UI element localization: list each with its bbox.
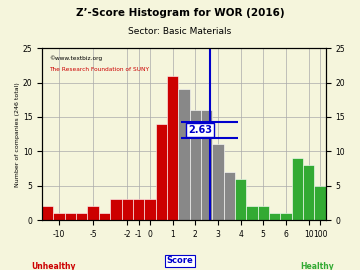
Bar	[303, 165, 314, 220]
Y-axis label: Number of companies (246 total): Number of companies (246 total)	[15, 82, 20, 187]
Text: Score: Score	[167, 256, 193, 265]
Bar	[110, 200, 122, 220]
Bar	[258, 206, 269, 220]
Bar	[167, 76, 178, 220]
Bar	[42, 206, 54, 220]
Bar	[292, 158, 303, 220]
Text: 2.63: 2.63	[188, 125, 212, 135]
Bar	[144, 200, 156, 220]
Bar	[269, 213, 280, 220]
Bar	[133, 200, 144, 220]
Text: Unhealthy: Unhealthy	[32, 262, 76, 270]
Bar	[212, 144, 224, 220]
Bar	[235, 179, 246, 220]
Text: Healthy: Healthy	[300, 262, 334, 270]
Bar	[246, 206, 258, 220]
Bar	[156, 124, 167, 220]
Text: Sector: Basic Materials: Sector: Basic Materials	[129, 27, 231, 36]
Bar	[224, 172, 235, 220]
Bar	[87, 206, 99, 220]
Bar	[190, 110, 201, 220]
Bar	[65, 213, 76, 220]
Text: The Research Foundation of SUNY: The Research Foundation of SUNY	[49, 68, 149, 72]
Bar	[54, 213, 65, 220]
Bar	[314, 186, 326, 220]
Bar	[122, 200, 133, 220]
Bar	[201, 110, 212, 220]
Bar	[178, 89, 190, 220]
Text: Z’-Score Histogram for WOR (2016): Z’-Score Histogram for WOR (2016)	[76, 8, 284, 18]
Bar	[76, 213, 87, 220]
Bar	[99, 213, 110, 220]
Text: ©www.textbiz.org: ©www.textbiz.org	[49, 55, 102, 61]
Bar	[280, 213, 292, 220]
